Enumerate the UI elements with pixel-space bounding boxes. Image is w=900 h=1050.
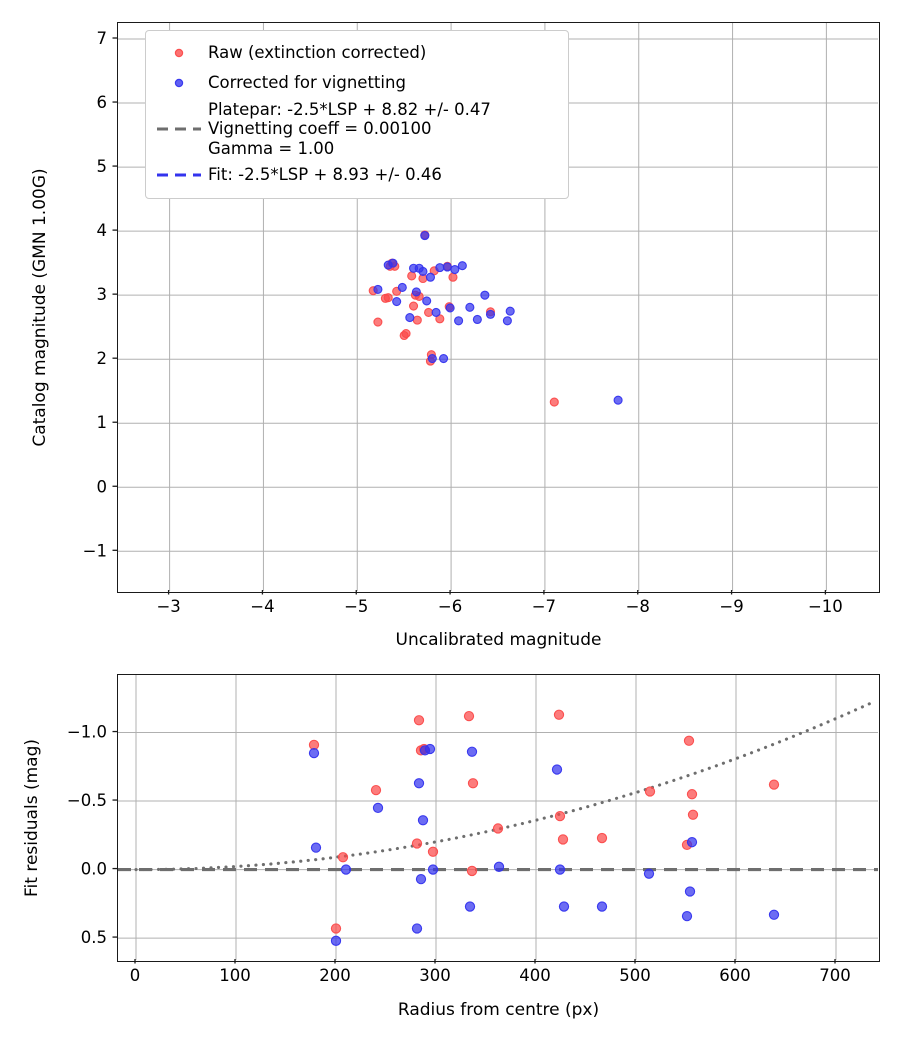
svg-text:6: 6: [97, 93, 108, 112]
legend-entry-raw: Raw (extinction corrected): [150, 38, 560, 68]
svg-text:100: 100: [219, 966, 251, 985]
svg-text:−8: −8: [626, 597, 650, 616]
legend-entry-corrected: Corrected for vignetting: [150, 68, 560, 98]
residuals-xaxis-label: Radius from centre (px): [397, 1000, 600, 1020]
svg-text:−7: −7: [532, 597, 556, 616]
legend-label-corrected: Corrected for vignetting: [208, 73, 406, 93]
svg-text:7: 7: [97, 29, 108, 48]
legend-dashed-gray-line-icon: [150, 124, 208, 134]
legend: Raw (extinction corrected) Corrected for…: [145, 30, 569, 199]
svg-text:0: 0: [130, 966, 141, 985]
svg-text:−0.5: −0.5: [67, 791, 107, 810]
svg-text:−9: −9: [719, 597, 743, 616]
residuals-yaxis-label: Fit residuals (mag): [22, 739, 42, 897]
legend-label-fit: Fit: -2.5*LSP + 8.93 +/- 0.46: [208, 165, 442, 185]
svg-text:5: 5: [97, 157, 108, 176]
legend-entry-platepar: Platepar: -2.5*LSP + 8.82 +/- 0.47 Vigne…: [150, 98, 560, 160]
legend-entry-fit: Fit: -2.5*LSP + 8.93 +/- 0.46: [150, 160, 560, 190]
svg-text:−5: −5: [344, 597, 368, 616]
svg-text:400: 400: [519, 966, 551, 985]
legend-marker-corrected-icon: [150, 76, 208, 90]
magnitude-calibration-plot-area: [118, 23, 878, 591]
svg-text:−1.0: −1.0: [67, 723, 107, 742]
main-yaxis-label: Catalog magnitude (GMN 1.00G): [30, 168, 50, 447]
svg-text:−3: −3: [156, 597, 180, 616]
svg-text:0: 0: [97, 477, 108, 496]
svg-text:200: 200: [319, 966, 351, 985]
svg-text:700: 700: [819, 966, 851, 985]
legend-dashed-blue-line-icon: [150, 170, 208, 180]
fit-residuals-panel: [117, 674, 880, 962]
svg-text:−4: −4: [250, 597, 274, 616]
svg-text:0.5: 0.5: [81, 928, 107, 947]
fit-residuals-plot-area: [118, 675, 878, 960]
svg-text:3: 3: [97, 285, 108, 304]
svg-text:1: 1: [97, 413, 108, 432]
svg-text:300: 300: [419, 966, 451, 985]
svg-text:−6: −6: [438, 597, 462, 616]
svg-text:−10: −10: [808, 597, 843, 616]
legend-label-platepar: Platepar: -2.5*LSP + 8.82 +/- 0.47 Vigne…: [208, 99, 491, 158]
main-xaxis-label: Uncalibrated magnitude: [395, 630, 602, 650]
legend-label-raw: Raw (extinction corrected): [208, 43, 427, 63]
svg-text:500: 500: [619, 966, 651, 985]
svg-text:4: 4: [97, 221, 108, 240]
svg-text:600: 600: [719, 966, 751, 985]
svg-text:0.0: 0.0: [81, 860, 107, 879]
legend-marker-raw-icon: [150, 46, 208, 60]
svg-text:2: 2: [97, 349, 108, 368]
svg-text:−1: −1: [83, 541, 107, 560]
